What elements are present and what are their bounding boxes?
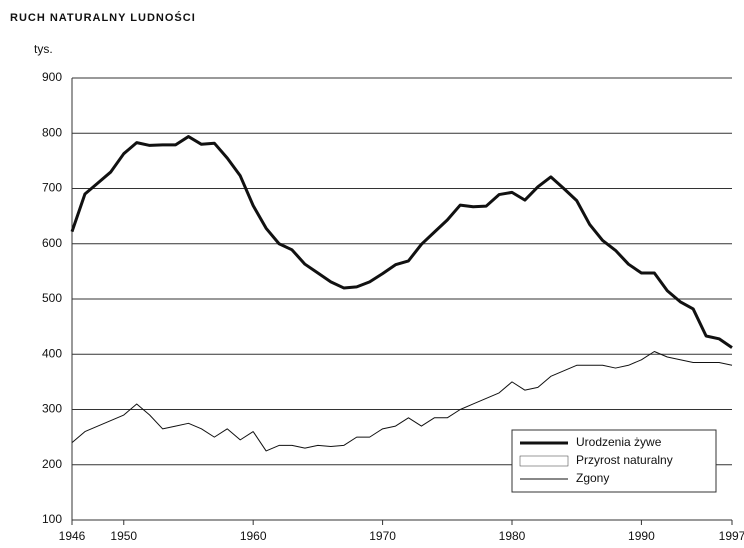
- x-tick-label: 1997: [719, 529, 744, 543]
- x-tick-label: 1950: [110, 529, 137, 543]
- x-tick-label: 1946: [59, 529, 86, 543]
- y-axis-label: tys.: [34, 42, 53, 56]
- y-tick-label: 200: [42, 457, 62, 471]
- chart-title: RUCH NATURALNY LUDNOŚCI: [10, 11, 196, 24]
- x-tick-label: 1990: [628, 529, 655, 543]
- legend-label: Urodzenia żywe: [576, 435, 662, 449]
- legend-swatch: [519, 455, 569, 467]
- y-tick-label: 300: [42, 402, 62, 416]
- line-series: [71, 350, 733, 452]
- legend-box: [511, 429, 717, 493]
- y-tick-label: 600: [42, 236, 62, 250]
- legend-label: Zgony: [576, 471, 609, 485]
- line-series: [70, 135, 733, 349]
- y-tick-label: 900: [42, 70, 62, 84]
- y-tick-label: 800: [42, 125, 62, 139]
- x-tick-label: 1960: [240, 529, 267, 543]
- y-tick-label: 100: [42, 512, 62, 526]
- legend-label: Przyrost naturalny: [576, 453, 673, 467]
- y-tick-label: 700: [42, 181, 62, 195]
- y-tick-label: 500: [42, 291, 62, 305]
- x-tick-label: 1980: [499, 529, 526, 543]
- y-tick-label: 400: [42, 346, 62, 360]
- x-tick-label: 1970: [369, 529, 396, 543]
